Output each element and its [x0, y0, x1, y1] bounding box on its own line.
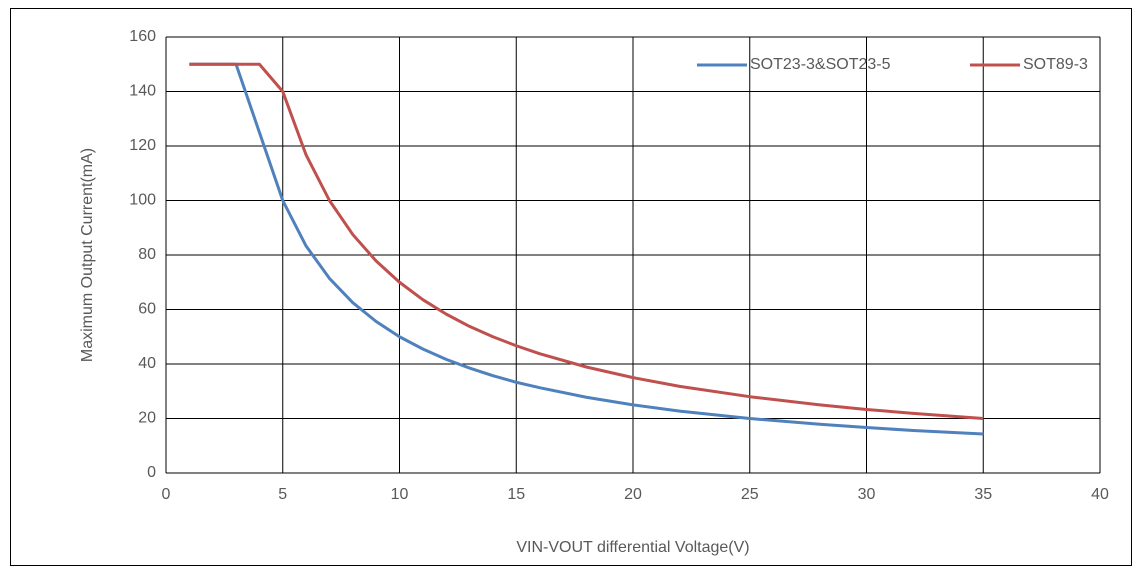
- x-axis-title: VIN-VOUT differential Voltage(V): [516, 539, 749, 556]
- y-tick-label: 100: [129, 192, 156, 209]
- x-tick-label: 40: [1091, 486, 1109, 503]
- x-tick-label: 0: [162, 486, 171, 503]
- y-axis-title: Maximum Output Current(mA): [79, 148, 96, 362]
- x-tick-label: 5: [278, 486, 287, 503]
- series-line: [189, 62, 984, 420]
- legend-label: SOT89-3: [1023, 56, 1088, 73]
- x-tick-label: 10: [391, 486, 409, 503]
- y-tick-label: 80: [138, 246, 156, 263]
- legend-label: SOT23-3&SOT23-5: [750, 56, 891, 73]
- y-tick-label: 160: [129, 28, 156, 45]
- x-tick-label: 20: [624, 486, 642, 503]
- chart-border: [10, 8, 1132, 566]
- y-tick-label: 60: [138, 301, 156, 318]
- y-tick-label: 0: [147, 464, 156, 481]
- y-tick-label: 20: [138, 410, 156, 427]
- x-tick-label: 25: [741, 486, 759, 503]
- y-tick-label: 40: [138, 355, 156, 372]
- x-tick-label: 30: [858, 486, 876, 503]
- x-tick-label: 35: [974, 486, 992, 503]
- x-tick-label: 15: [507, 486, 525, 503]
- series-line: [189, 62, 984, 436]
- y-tick-label: 140: [129, 83, 156, 100]
- y-tick-label: 120: [129, 137, 156, 154]
